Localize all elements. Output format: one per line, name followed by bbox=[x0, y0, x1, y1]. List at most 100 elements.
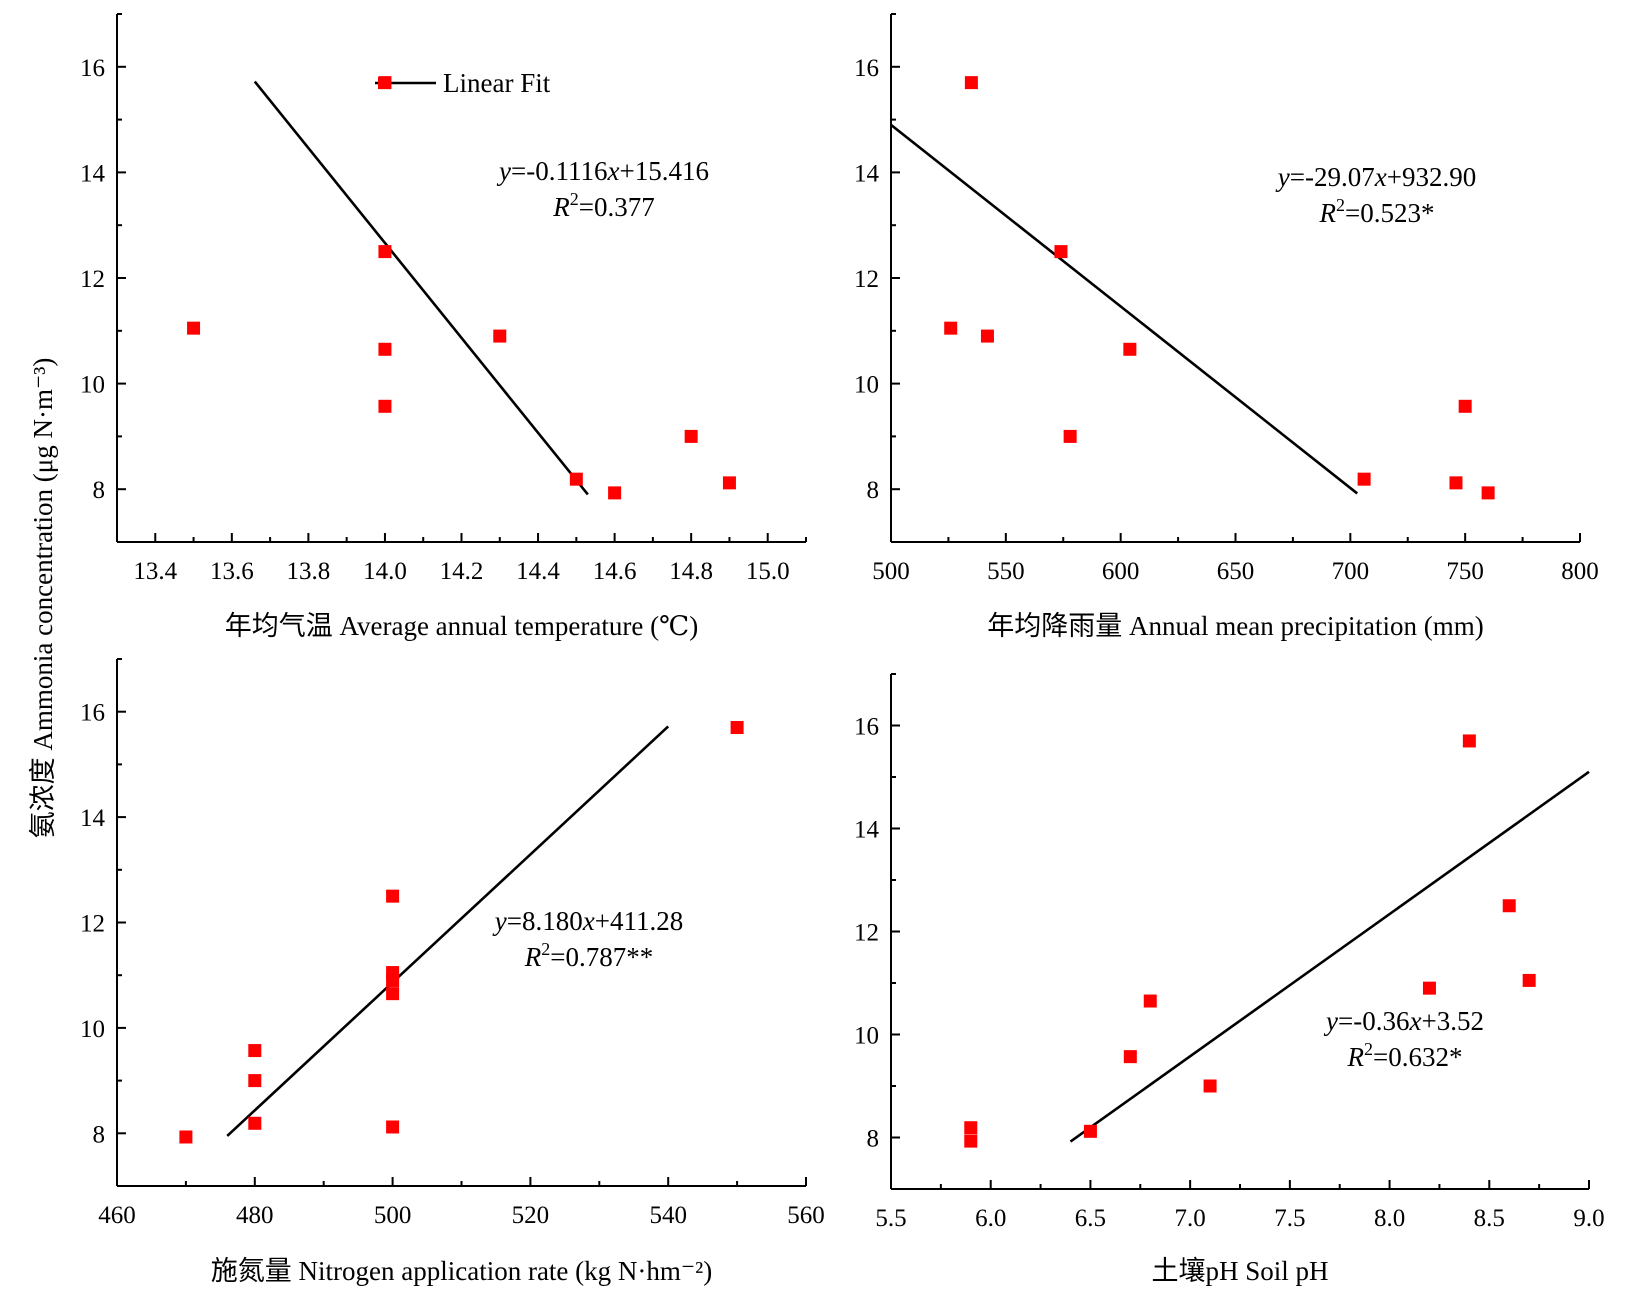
r-squared: R2=0.632* bbox=[1347, 1039, 1463, 1072]
equation-intercept: +411.28 bbox=[595, 906, 683, 936]
y-tick-label: 12 bbox=[80, 911, 105, 938]
data-point bbox=[1522, 973, 1536, 987]
y-tick-label: 10 bbox=[80, 1016, 105, 1043]
r-superscript: 2 bbox=[1336, 195, 1345, 215]
regression-equation: y=-29.07x+932.90 bbox=[1275, 162, 1476, 192]
x-tick-label: 13.8 bbox=[287, 558, 331, 585]
data-point bbox=[1123, 1050, 1137, 1064]
y-tick-label: 8 bbox=[867, 477, 880, 504]
data-point bbox=[248, 1074, 262, 1088]
x-axis-label: 年均降雨量 Annual mean precipitation (mm) bbox=[987, 611, 1483, 641]
data-point bbox=[1502, 899, 1516, 913]
r-symbol: R bbox=[552, 192, 570, 222]
data-point bbox=[722, 476, 736, 490]
equation-slope: =8.180 bbox=[507, 906, 583, 936]
x-tick-label: 500 bbox=[374, 1202, 412, 1229]
r-value: =0.787** bbox=[550, 942, 653, 972]
legend-label: Linear Fit bbox=[443, 68, 551, 98]
data-point bbox=[569, 472, 583, 486]
data-point bbox=[1063, 429, 1077, 443]
x-axis-label: 年均气温 Average annual temperature (℃) bbox=[225, 611, 699, 641]
data-point bbox=[386, 1120, 400, 1134]
r-superscript: 2 bbox=[541, 939, 550, 959]
x-tick-label: 14.0 bbox=[363, 558, 407, 585]
y-tick-label: 16 bbox=[80, 700, 105, 727]
x-tick-label: 8.0 bbox=[1374, 1205, 1405, 1232]
data-point bbox=[1458, 399, 1472, 413]
x-tick-label: 14.4 bbox=[516, 558, 560, 585]
data-point bbox=[980, 329, 994, 343]
y-tick-label: 8 bbox=[93, 1121, 106, 1148]
linear-fit-line bbox=[253, 80, 589, 496]
data-point bbox=[964, 1134, 978, 1148]
x-tick-label: 800 bbox=[1561, 558, 1599, 585]
x-tick-label: 560 bbox=[787, 1202, 825, 1229]
equation-intercept: +932.90 bbox=[1387, 162, 1476, 192]
equation-x-var: x bbox=[1374, 162, 1387, 192]
x-tick-label: 700 bbox=[1332, 558, 1370, 585]
regression-equation: y=8.180x+411.28 bbox=[492, 906, 683, 936]
x-tick-label: 7.5 bbox=[1274, 1205, 1305, 1232]
y-tick-label: 14 bbox=[854, 817, 880, 844]
r-squared: R2=0.523* bbox=[1319, 195, 1435, 228]
data-point bbox=[1083, 1124, 1097, 1138]
x-tick-label: 6.5 bbox=[1075, 1205, 1106, 1232]
y-tick-label: 16 bbox=[854, 55, 879, 82]
data-point bbox=[378, 245, 392, 259]
r-symbol: R bbox=[1319, 198, 1337, 228]
panel-nitrogen: 8 10 12 14 16 460 480 500 520 540 560 施氮量 Nitrogen … bbox=[80, 658, 825, 1286]
data-point bbox=[248, 1044, 262, 1058]
linear-fit-line bbox=[890, 123, 1359, 495]
panel-soil-ph: 8 10 12 14 16 5.5 6.0 6.5 7.0 7.5 8.0 8.5 9.0 土壤pH So… bbox=[854, 673, 1605, 1286]
equation-y-var: y bbox=[496, 156, 511, 186]
shared-y-axis-label: 氨浓度 Ammonia concentration (μg N·m⁻³) bbox=[28, 358, 58, 839]
x-tick-label: 15.0 bbox=[746, 558, 790, 585]
x-tick-label: 600 bbox=[1102, 558, 1140, 585]
r-value: =0.523* bbox=[1345, 198, 1434, 228]
y-tick-label: 8 bbox=[867, 1126, 880, 1153]
y-tick-label: 16 bbox=[854, 714, 879, 741]
x-tick-label: 550 bbox=[987, 558, 1025, 585]
data-point bbox=[1203, 1079, 1217, 1093]
x-tick-label: 14.8 bbox=[669, 558, 713, 585]
x-tick-label: 14.2 bbox=[440, 558, 484, 585]
y-tick-label: 10 bbox=[854, 1023, 879, 1050]
data-point bbox=[493, 329, 507, 343]
x-tick-label: 480 bbox=[236, 1202, 274, 1229]
equation-slope: =-29.07 bbox=[1290, 162, 1375, 192]
r-squared: R2=0.787** bbox=[524, 939, 653, 972]
equation-intercept: +3.52 bbox=[1421, 1006, 1483, 1036]
data-point bbox=[964, 76, 978, 90]
data-point bbox=[1123, 342, 1137, 356]
x-tick-label: 460 bbox=[98, 1202, 136, 1229]
y-tick-label: 10 bbox=[854, 372, 879, 399]
data-point bbox=[187, 321, 201, 335]
x-tick-label: 6.0 bbox=[975, 1205, 1006, 1232]
linear-fit-line bbox=[226, 725, 670, 1137]
data-point bbox=[378, 399, 392, 413]
data-point bbox=[179, 1130, 193, 1144]
x-tick-label: 13.6 bbox=[210, 558, 254, 585]
equation-x-var: x bbox=[1408, 1006, 1421, 1036]
data-point bbox=[1143, 994, 1157, 1008]
x-tick-label: 500 bbox=[872, 558, 910, 585]
x-tick-label: 540 bbox=[649, 1202, 687, 1229]
data-point bbox=[378, 76, 392, 90]
x-tick-label: 7.0 bbox=[1175, 1205, 1206, 1232]
legend: Linear Fit bbox=[375, 68, 551, 98]
y-tick-label: 12 bbox=[854, 920, 879, 947]
equation-x-var: x bbox=[606, 156, 619, 186]
r-superscript: 2 bbox=[570, 189, 579, 209]
x-tick-label: 9.0 bbox=[1573, 1205, 1604, 1232]
y-axis-label-text: 氨浓度 Ammonia concentration (μg N·m⁻³) bbox=[28, 358, 58, 839]
data-point bbox=[1357, 472, 1371, 486]
r-symbol: R bbox=[1347, 1042, 1365, 1072]
y-tick-label: 14 bbox=[80, 805, 106, 832]
data-point bbox=[378, 342, 392, 356]
y-tick-label: 12 bbox=[854, 266, 879, 293]
x-tick-label: 750 bbox=[1446, 558, 1484, 585]
y-tick-label: 10 bbox=[80, 372, 105, 399]
r-value: =0.632* bbox=[1373, 1042, 1462, 1072]
data-point bbox=[1054, 245, 1068, 259]
